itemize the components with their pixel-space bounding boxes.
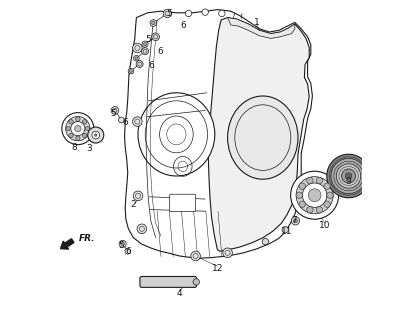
Circle shape — [71, 122, 85, 136]
Circle shape — [152, 33, 160, 41]
Circle shape — [337, 164, 361, 188]
Text: 5: 5 — [110, 109, 116, 118]
Circle shape — [193, 279, 200, 285]
Text: 10: 10 — [320, 221, 331, 230]
Circle shape — [130, 70, 133, 72]
Circle shape — [133, 191, 143, 201]
Circle shape — [191, 251, 200, 261]
Text: 3: 3 — [86, 144, 92, 153]
Circle shape — [291, 217, 300, 225]
Circle shape — [316, 177, 322, 184]
Circle shape — [327, 192, 333, 198]
Circle shape — [66, 116, 90, 141]
Circle shape — [135, 57, 138, 60]
Circle shape — [282, 227, 288, 233]
FancyArrow shape — [61, 239, 74, 249]
Polygon shape — [227, 18, 295, 38]
Circle shape — [136, 60, 143, 68]
Text: 4: 4 — [177, 289, 183, 298]
Circle shape — [82, 120, 87, 124]
Circle shape — [307, 177, 313, 184]
Text: 5: 5 — [146, 35, 152, 44]
Circle shape — [185, 10, 192, 17]
Circle shape — [202, 9, 208, 15]
Circle shape — [119, 240, 126, 247]
Circle shape — [75, 125, 81, 132]
Text: 12: 12 — [212, 264, 223, 273]
Text: 8: 8 — [72, 143, 78, 152]
Circle shape — [219, 10, 225, 17]
Circle shape — [111, 107, 119, 114]
Circle shape — [324, 201, 330, 207]
Text: 6: 6 — [122, 118, 128, 127]
Circle shape — [95, 134, 97, 136]
Circle shape — [327, 154, 370, 198]
Circle shape — [69, 133, 73, 138]
Polygon shape — [208, 18, 309, 251]
Circle shape — [62, 113, 94, 145]
Circle shape — [133, 43, 142, 53]
Circle shape — [299, 201, 305, 207]
Text: 2: 2 — [130, 200, 136, 209]
Circle shape — [223, 248, 232, 258]
FancyBboxPatch shape — [140, 276, 197, 287]
Circle shape — [299, 183, 305, 189]
Circle shape — [66, 126, 70, 131]
Circle shape — [118, 117, 124, 123]
Circle shape — [290, 171, 339, 219]
Text: 11: 11 — [281, 227, 292, 236]
Text: FR.: FR. — [79, 234, 96, 243]
Text: 9: 9 — [346, 177, 351, 186]
Circle shape — [308, 189, 321, 202]
Circle shape — [296, 192, 303, 198]
FancyBboxPatch shape — [170, 194, 196, 212]
Circle shape — [294, 219, 297, 223]
Text: 5: 5 — [166, 9, 172, 18]
Circle shape — [341, 169, 356, 183]
Text: 1: 1 — [254, 18, 259, 27]
Circle shape — [307, 207, 313, 213]
Circle shape — [345, 173, 352, 179]
Text: 6: 6 — [126, 247, 131, 256]
Text: 6: 6 — [148, 61, 154, 70]
Circle shape — [152, 21, 155, 25]
Circle shape — [133, 117, 142, 126]
Text: 5: 5 — [118, 241, 124, 250]
Circle shape — [137, 224, 147, 234]
Circle shape — [331, 158, 366, 194]
Circle shape — [142, 41, 148, 47]
Circle shape — [141, 48, 149, 55]
Circle shape — [88, 127, 104, 143]
Ellipse shape — [138, 93, 215, 176]
Circle shape — [69, 120, 73, 124]
Circle shape — [82, 133, 87, 138]
Circle shape — [92, 131, 100, 139]
Circle shape — [128, 68, 134, 74]
Circle shape — [143, 43, 147, 46]
Circle shape — [125, 248, 130, 254]
Circle shape — [76, 117, 80, 121]
Circle shape — [85, 126, 90, 131]
Circle shape — [303, 183, 327, 207]
Circle shape — [262, 238, 269, 245]
Circle shape — [134, 55, 139, 61]
Text: 7: 7 — [291, 216, 297, 225]
Polygon shape — [124, 10, 312, 258]
Circle shape — [296, 177, 333, 214]
Circle shape — [316, 207, 322, 213]
Ellipse shape — [227, 96, 298, 179]
Circle shape — [76, 136, 80, 140]
Circle shape — [150, 20, 157, 26]
Circle shape — [163, 9, 172, 18]
Text: 6: 6 — [180, 21, 186, 30]
Text: 6: 6 — [158, 47, 163, 56]
Circle shape — [324, 183, 330, 189]
